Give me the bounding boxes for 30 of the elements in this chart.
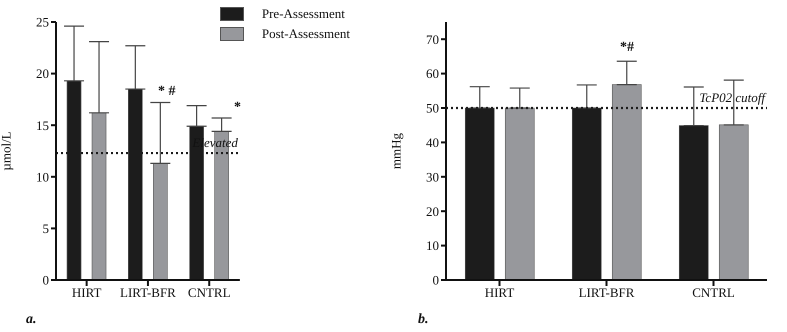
legend-label: Post-Assessment [262, 26, 350, 42]
y-tick-label: 40 [426, 135, 439, 150]
legend-label: Pre-Assessment [262, 6, 345, 22]
y-tick-label: 5 [42, 221, 49, 236]
x-tick-label: LIRT-BFR [578, 285, 635, 300]
y-axis-title: mmHg [388, 132, 404, 170]
y-tick-label: 0 [42, 272, 49, 288]
x-tick-label: LIRT-BFR [120, 285, 176, 300]
y-tick-label: 0 [432, 272, 439, 288]
y-tick-label: 10 [426, 238, 439, 254]
annotation: * # [158, 84, 176, 100]
y-tick-label: 20 [426, 204, 439, 219]
y-tick-label: 20 [36, 66, 49, 82]
x-tick-label: HIRT [72, 285, 102, 300]
y-tick-label: 30 [426, 169, 439, 184]
annotation: *# [620, 40, 634, 56]
y-tick-label: 10 [36, 169, 49, 184]
x-tick-label: CNTRL [692, 285, 735, 300]
y-tick-label: 60 [426, 66, 439, 82]
y-tick-label: 25 [36, 14, 49, 30]
ref-line-label: TcP02 cutoff [699, 90, 768, 105]
y-axis-title: µmol/L [0, 131, 14, 171]
x-tick-label: CNTRL [188, 285, 231, 300]
y-tick-label: 50 [426, 100, 439, 116]
text: a. [26, 312, 36, 328]
x-tick-label: HIRT [484, 285, 514, 300]
text: b. [418, 312, 428, 328]
y-tick-label: 15 [36, 118, 49, 133]
annotation: * [234, 100, 241, 116]
y-tick-label: 70 [426, 32, 439, 47]
